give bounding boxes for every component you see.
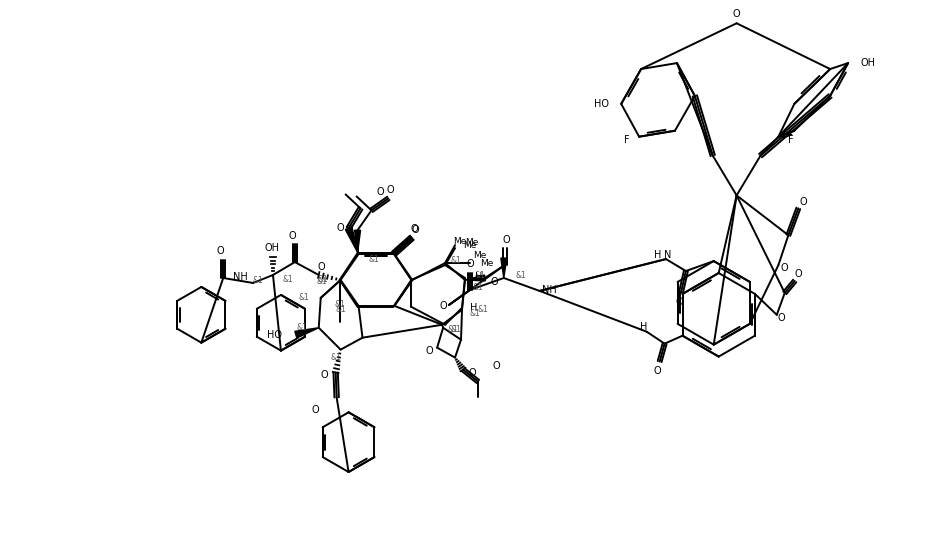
Text: &1: &1 (470, 309, 480, 319)
Text: NH: NH (541, 285, 556, 295)
Text: &1: &1 (316, 278, 328, 286)
Text: O: O (794, 269, 802, 279)
Text: Me: Me (472, 251, 486, 259)
Polygon shape (465, 275, 484, 281)
Text: O: O (675, 297, 682, 307)
Text: &1: &1 (334, 300, 345, 309)
Text: O: O (799, 198, 806, 208)
Text: &1: &1 (283, 275, 293, 284)
Text: O: O (425, 346, 432, 355)
Text: HO: HO (266, 330, 281, 339)
Text: &1: &1 (252, 277, 263, 285)
Text: O: O (410, 224, 418, 234)
Polygon shape (500, 258, 507, 278)
Text: O: O (492, 360, 499, 370)
Text: &1: &1 (449, 256, 460, 264)
Text: O: O (469, 368, 476, 378)
Text: O: O (653, 365, 661, 375)
Text: HO: HO (594, 99, 609, 109)
Text: &1: &1 (336, 305, 346, 314)
Text: O: O (439, 301, 446, 311)
Text: O: O (317, 262, 325, 272)
Text: OH: OH (264, 243, 279, 253)
Text: &1: &1 (449, 325, 460, 334)
Text: F: F (623, 135, 628, 145)
Text: O: O (216, 246, 224, 256)
Text: O: O (337, 223, 344, 233)
Text: H: H (474, 272, 482, 282)
Text: Me: Me (462, 241, 476, 250)
Text: O: O (288, 231, 295, 241)
Polygon shape (345, 227, 358, 254)
Text: &1: &1 (330, 353, 341, 362)
Text: O: O (345, 225, 353, 235)
Text: &1: &1 (477, 305, 488, 314)
Text: O: O (320, 370, 328, 380)
Text: O: O (466, 259, 473, 269)
Text: OH: OH (860, 58, 875, 68)
Text: O: O (490, 277, 498, 287)
Text: &1: &1 (296, 323, 306, 332)
Text: O: O (311, 405, 318, 415)
Text: &1: &1 (298, 294, 308, 302)
Text: &1: &1 (317, 275, 329, 284)
Text: H: H (639, 322, 647, 332)
Text: O: O (777, 313, 785, 323)
Text: O: O (780, 263, 787, 273)
Text: O: O (411, 225, 419, 235)
Text: &1: &1 (368, 254, 379, 264)
Text: &1: &1 (515, 272, 526, 280)
Text: &1: &1 (472, 283, 483, 293)
Text: O: O (376, 188, 384, 198)
Text: O: O (386, 185, 393, 195)
Polygon shape (294, 328, 318, 338)
Text: F: F (788, 135, 793, 145)
Text: &1: &1 (446, 325, 458, 334)
Text: Me: Me (480, 258, 493, 268)
Text: &1: &1 (474, 270, 485, 279)
Text: N: N (664, 250, 671, 260)
Polygon shape (354, 230, 360, 253)
Text: Me: Me (465, 238, 478, 247)
Text: O: O (502, 235, 510, 245)
Text: Me: Me (453, 237, 466, 246)
Text: O: O (732, 9, 740, 19)
Text: H: H (470, 303, 477, 313)
Text: NH: NH (233, 272, 248, 282)
Text: H: H (653, 250, 661, 260)
